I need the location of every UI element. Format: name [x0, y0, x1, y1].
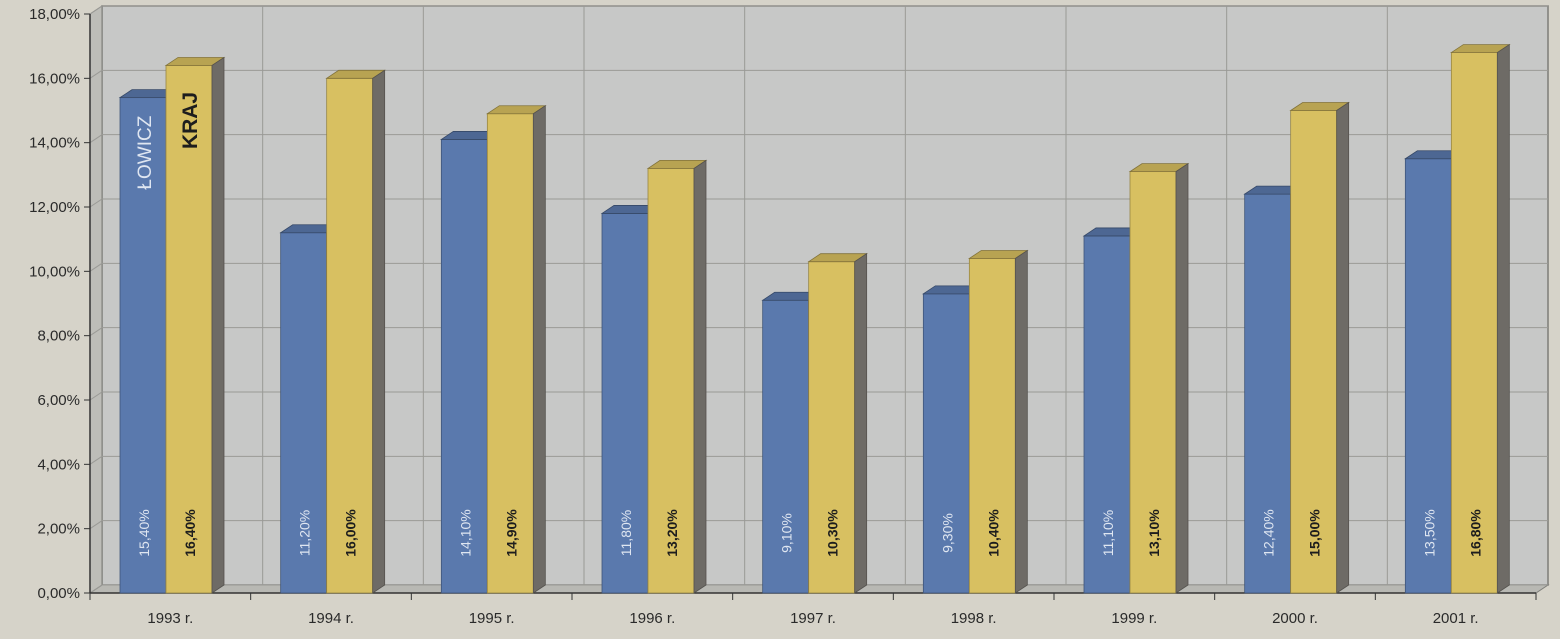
bar-kraj-side: [532, 104, 546, 594]
bars: [118, 43, 1511, 594]
bar-kraj-side: [693, 159, 707, 594]
x-tick-label: 1998 r.: [951, 610, 997, 627]
bar-kraj: [1450, 52, 1498, 594]
data-label: 9,10%: [779, 513, 795, 553]
gridline-side: [89, 5, 103, 15]
bar-kraj-side: [1175, 162, 1189, 594]
bar-kraj-side: [1336, 101, 1350, 594]
data-label: 15,00%: [1307, 509, 1323, 557]
x-tick-label: 2000 r.: [1272, 610, 1318, 627]
gridline-side: [89, 198, 103, 208]
x-tick-label: 1996 r.: [629, 610, 675, 627]
data-label: 11,20%: [297, 510, 313, 556]
bar-kraj: [647, 167, 695, 594]
data-label: 16,80%: [1467, 509, 1483, 557]
bar-kraj-side: [854, 252, 868, 594]
y-tick-label: 2,00%: [37, 521, 80, 538]
x-tick-label: 1999 r.: [1111, 610, 1157, 627]
bar-kraj: [1290, 110, 1338, 594]
x-tick-label: 2001 r.: [1433, 610, 1479, 627]
x-tick-label: 1994 r.: [308, 610, 354, 627]
y-tick-label: 16,00%: [29, 70, 80, 87]
gridline-side: [89, 455, 103, 465]
data-label: 12,40%: [1261, 509, 1277, 556]
x-tick-label: 1997 r.: [790, 610, 836, 627]
x-tick-label: 1995 r.: [469, 610, 515, 627]
data-label: 13,10%: [1146, 509, 1162, 557]
bar-kraj: [165, 65, 213, 594]
bar-kraj-side: [1014, 249, 1028, 594]
bar-kraj: [968, 258, 1016, 594]
bar-kraj: [326, 77, 374, 594]
data-label: 15,40%: [136, 509, 152, 556]
bar-lowicz: [922, 293, 970, 594]
data-label: 10,30%: [825, 509, 841, 557]
data-label: 10,40%: [985, 509, 1001, 557]
bar-kraj-side: [211, 56, 225, 594]
y-tick-label: 12,00%: [29, 199, 80, 216]
gridline-side: [89, 520, 103, 530]
bar-lowicz: [280, 232, 328, 594]
bar-lowicz: [1083, 235, 1131, 594]
y-tick-label: 6,00%: [37, 392, 80, 409]
side-wall: [89, 5, 103, 594]
y-tick-label: 18,00%: [29, 6, 80, 23]
series-name-label: KRAJ: [179, 92, 202, 149]
bar-lowicz: [1244, 193, 1292, 594]
bar-lowicz: [762, 299, 810, 594]
bar-kraj-side: [372, 69, 386, 594]
data-label: 9,30%: [939, 513, 955, 553]
data-labels: 15,40% ŁOWICZ 16,40% KRAJ 11,20% 16,00% 14,10%…: [135, 92, 1483, 557]
x-tick-label: 1993 r.: [147, 610, 193, 627]
y-tick-label: 10,00%: [29, 263, 80, 280]
series-name-label: ŁOWICZ: [135, 115, 156, 189]
y-tick-label: 0,00%: [37, 585, 80, 602]
gridline-side: [89, 584, 103, 594]
data-label: 11,80%: [618, 510, 634, 556]
data-label: 13,50%: [1421, 509, 1437, 556]
data-label: 16,00%: [343, 509, 359, 557]
gridline-side: [89, 262, 103, 272]
y-tick-label: 14,00%: [29, 135, 80, 152]
axes: 0,00% 2,00% 4,00% 6,00% 8,00% 10,00% 12,00% 14,…: [29, 6, 1537, 627]
data-label: 13,20%: [664, 509, 680, 557]
bar-lowicz: [601, 213, 649, 594]
data-label: 14,90%: [503, 509, 519, 557]
gridline-side: [89, 134, 103, 144]
gridline-side: [89, 69, 103, 79]
y-tick-label: 4,00%: [37, 456, 80, 473]
gridline-side: [89, 391, 103, 401]
y-tick-label: 8,00%: [37, 328, 80, 345]
data-label: 14,10%: [457, 509, 473, 556]
gridline-side: [89, 327, 103, 337]
data-label: 11,10%: [1100, 510, 1116, 556]
bar-kraj-side: [1496, 43, 1510, 594]
data-label: 16,40%: [182, 509, 198, 557]
